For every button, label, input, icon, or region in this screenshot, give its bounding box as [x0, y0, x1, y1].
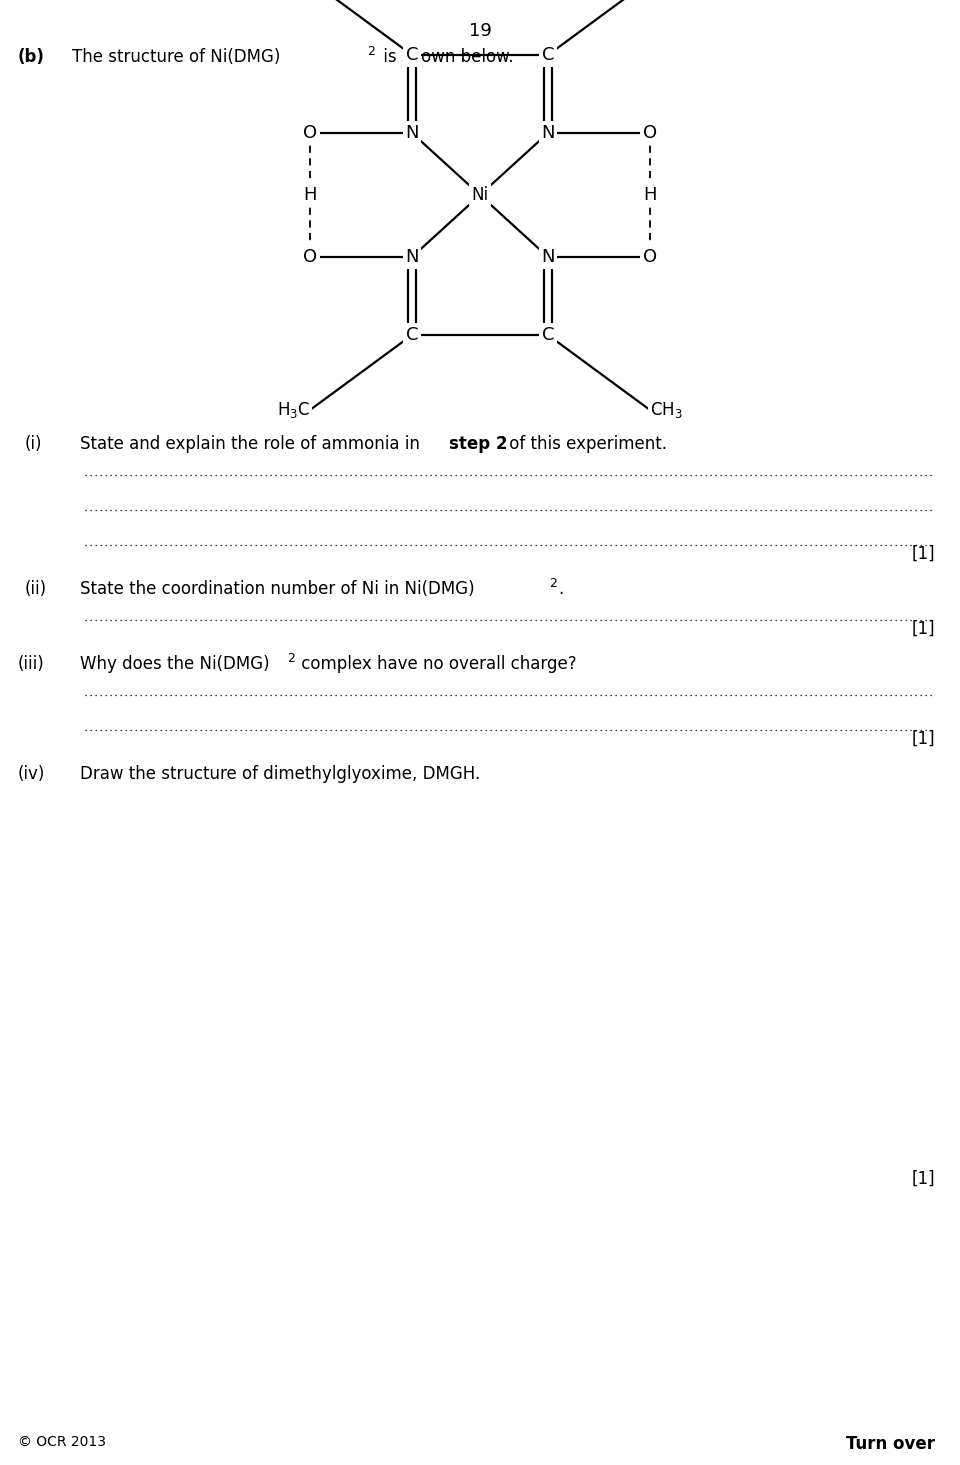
Text: N: N — [405, 248, 419, 267]
Text: Why does the Ni(DMG): Why does the Ni(DMG) — [80, 655, 270, 672]
Text: H: H — [303, 186, 317, 204]
Text: (iii): (iii) — [18, 655, 45, 672]
Text: is shown below.: is shown below. — [378, 48, 514, 66]
Text: C: C — [406, 45, 419, 64]
Text: O: O — [303, 248, 317, 267]
Text: complex have no overall charge?: complex have no overall charge? — [296, 655, 577, 672]
Text: [1]: [1] — [911, 620, 935, 637]
Text: C: C — [541, 327, 554, 344]
Text: [1]: [1] — [911, 730, 935, 749]
Text: (ii): (ii) — [25, 580, 47, 598]
Text: (b): (b) — [18, 48, 45, 66]
Text: O: O — [643, 248, 657, 267]
Text: O: O — [643, 125, 657, 142]
Text: 2: 2 — [287, 652, 295, 665]
Text: N: N — [405, 125, 419, 142]
Text: CH$_3$: CH$_3$ — [650, 400, 683, 420]
Text: 2: 2 — [367, 45, 374, 59]
Text: of this experiment.: of this experiment. — [504, 435, 667, 453]
Text: C: C — [406, 327, 419, 344]
Text: State the coordination number of Ni in Ni(DMG): State the coordination number of Ni in N… — [80, 580, 474, 598]
Text: Draw the structure of dimethylglyoxime, DMGH.: Draw the structure of dimethylglyoxime, … — [80, 765, 480, 782]
Text: Ni: Ni — [471, 186, 489, 204]
Text: O: O — [303, 125, 317, 142]
Text: Turn over: Turn over — [846, 1436, 935, 1453]
Text: N: N — [541, 125, 555, 142]
Text: State and explain the role of ammonia in: State and explain the role of ammonia in — [80, 435, 425, 453]
Text: C: C — [541, 45, 554, 64]
Text: step 2: step 2 — [449, 435, 508, 453]
Text: H$_3$C: H$_3$C — [276, 400, 310, 420]
Text: (iv): (iv) — [18, 765, 45, 782]
Text: 19: 19 — [468, 22, 492, 40]
Text: © OCR 2013: © OCR 2013 — [18, 1436, 106, 1449]
Text: [1]: [1] — [911, 545, 935, 563]
Text: 2: 2 — [549, 577, 557, 590]
Text: .: . — [558, 580, 564, 598]
Text: The structure of Ni(DMG): The structure of Ni(DMG) — [72, 48, 280, 66]
Text: (i): (i) — [25, 435, 42, 453]
Text: [1]: [1] — [911, 1171, 935, 1188]
Text: H: H — [643, 186, 657, 204]
Text: N: N — [541, 248, 555, 267]
